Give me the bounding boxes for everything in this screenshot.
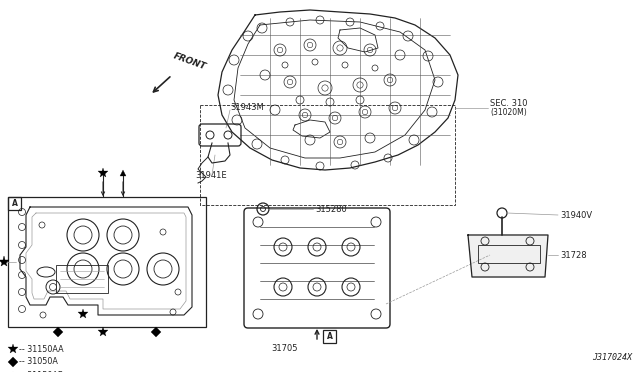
Text: 31941E: 31941E <box>195 170 227 180</box>
Text: (31020M): (31020M) <box>490 108 527 116</box>
Text: SEC. 310: SEC. 310 <box>490 99 527 108</box>
Bar <box>8 197 206 327</box>
Text: FRONT: FRONT <box>172 52 207 72</box>
Text: 31943M: 31943M <box>230 103 264 112</box>
Text: 31728: 31728 <box>560 250 587 260</box>
Bar <box>200 105 455 205</box>
Text: -- 31150AB: -- 31150AB <box>19 371 63 372</box>
Text: -- 31050A: -- 31050A <box>19 357 58 366</box>
Text: A: A <box>326 332 332 341</box>
Bar <box>323 330 336 343</box>
Text: 31940V: 31940V <box>560 211 592 219</box>
Text: J317024X: J317024X <box>592 353 632 362</box>
Polygon shape <box>468 235 548 277</box>
Bar <box>478 245 540 263</box>
Text: 31705: 31705 <box>272 344 298 353</box>
Bar <box>56 265 108 293</box>
Text: -- 31150AA: -- 31150AA <box>19 344 63 353</box>
Text: 315280: 315280 <box>315 205 347 214</box>
Bar <box>8 197 21 210</box>
Text: A: A <box>12 199 17 208</box>
